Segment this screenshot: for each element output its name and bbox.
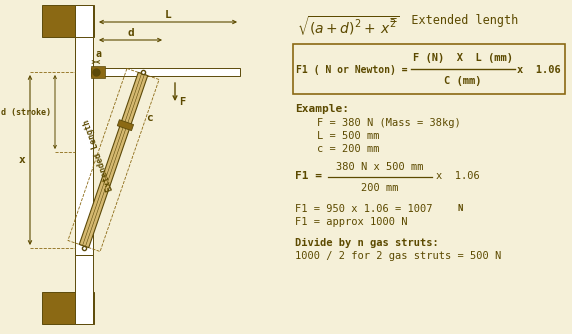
- Text: x  1.06: x 1.06: [436, 171, 480, 181]
- Text: c: c: [146, 113, 153, 123]
- Text: N: N: [457, 204, 462, 213]
- Text: a: a: [95, 49, 101, 59]
- Text: F1 = approx 1000 N: F1 = approx 1000 N: [295, 217, 407, 227]
- Text: d: d: [127, 28, 134, 38]
- Text: 1000 / 2 for 2 gas struts = 500 N: 1000 / 2 for 2 gas struts = 500 N: [295, 251, 501, 261]
- Text: x  1.06: x 1.06: [517, 65, 561, 75]
- Polygon shape: [80, 72, 148, 247]
- Bar: [91, 66, 105, 78]
- Text: $\sqrt{(a+d)^2+\,x^2}$: $\sqrt{(a+d)^2+\,x^2}$: [297, 14, 399, 38]
- Bar: [75, 5, 93, 105]
- Text: Example:: Example:: [295, 104, 349, 114]
- Text: Extended Length: Extended Length: [82, 118, 115, 192]
- Text: c = 200 mm: c = 200 mm: [317, 144, 379, 154]
- Text: F = 380 N (Mass = 38kg): F = 380 N (Mass = 38kg): [317, 118, 461, 128]
- Text: F (N)  X  L (mm): F (N) X L (mm): [413, 53, 513, 63]
- Bar: [42, 5, 94, 37]
- Text: F1 =: F1 =: [295, 171, 322, 181]
- Text: F1 ( N or Newton) =: F1 ( N or Newton) =: [296, 65, 408, 75]
- Bar: [75, 37, 93, 255]
- Text: x: x: [19, 155, 25, 165]
- Text: L = 500 mm: L = 500 mm: [317, 131, 379, 141]
- Text: d (stroke): d (stroke): [1, 108, 51, 117]
- Text: 380 N x 500 mm: 380 N x 500 mm: [336, 162, 424, 172]
- Polygon shape: [117, 120, 134, 131]
- Bar: [75, 255, 93, 324]
- Bar: [293, 44, 565, 94]
- Bar: [42, 292, 94, 324]
- Text: C (mm): C (mm): [444, 76, 482, 86]
- Text: Divide by n gas struts:: Divide by n gas struts:: [295, 238, 439, 248]
- Text: L: L: [165, 10, 172, 20]
- Text: F1 = 950 x 1.06 = 1007: F1 = 950 x 1.06 = 1007: [295, 204, 439, 214]
- Text: =  Extended length: = Extended length: [390, 14, 518, 27]
- Bar: [91, 68, 240, 76]
- Text: 200 mm: 200 mm: [362, 183, 399, 193]
- Text: F: F: [179, 97, 185, 107]
